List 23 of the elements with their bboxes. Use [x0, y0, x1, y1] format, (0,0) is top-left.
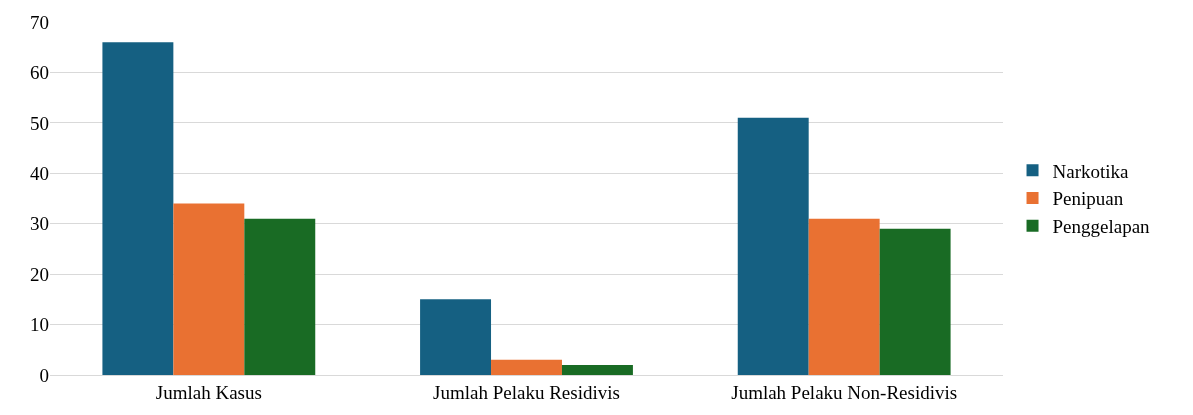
y-tick-label: 40: [30, 162, 49, 184]
bar: [561, 364, 633, 375]
y-tick-label: 60: [30, 62, 49, 84]
bar: [102, 42, 174, 375]
legend-label: Penipuan: [1052, 188, 1124, 210]
bar: [491, 359, 562, 375]
y-tick-label: 10: [30, 314, 49, 336]
bar: [173, 203, 245, 375]
x-tick-label: Jumlah Pelaku Non-Residivis: [731, 381, 958, 403]
legend-label: Narkotika: [1052, 160, 1130, 182]
bar: [420, 299, 492, 375]
x-tick-label: Jumlah Kasus: [155, 381, 262, 403]
y-tick-label: 50: [30, 112, 49, 134]
bar: [737, 117, 809, 375]
y-tick-label: 20: [30, 263, 49, 285]
legend-label: Penggelapan: [1052, 216, 1151, 238]
x-tick-label: Jumlah Pelaku Residivis: [433, 381, 620, 403]
bar: [879, 228, 951, 375]
bar: [244, 218, 316, 375]
bar: [808, 218, 880, 375]
y-tick-label: 30: [30, 213, 49, 235]
y-tick-label: 70: [30, 11, 49, 33]
y-tick-label: 0: [39, 364, 49, 386]
